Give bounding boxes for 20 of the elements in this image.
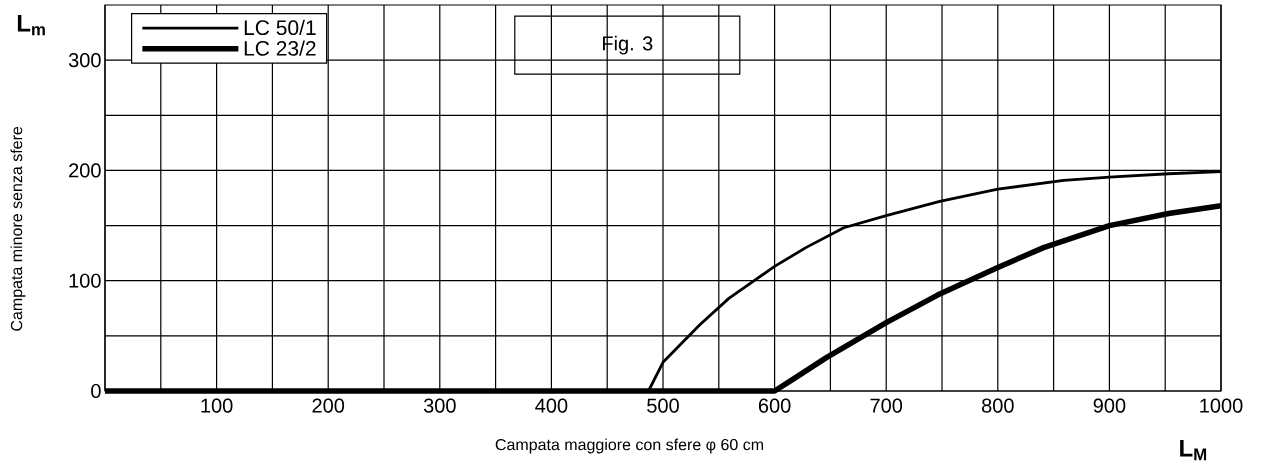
x-tick-label: 600 xyxy=(758,398,791,413)
y-tick-label: 0 xyxy=(91,383,101,399)
x-tick-label: 800 xyxy=(982,398,1014,413)
x-axis-title: Campata maggiore con sfere φ 60 cm xyxy=(495,438,764,454)
x-tick-label: 1000 xyxy=(1200,398,1243,413)
text: L$_{m}$ xyxy=(17,14,45,36)
x-tick-label: 200 xyxy=(312,398,345,413)
x-tick-label: 700 xyxy=(870,398,903,413)
x-tick-label: 100 xyxy=(201,398,233,413)
x-tick-label: 300 xyxy=(423,398,456,413)
text: L$_{M}$ xyxy=(1180,439,1207,461)
x-tick-label: 500 xyxy=(647,398,679,413)
x-tick-label: 900 xyxy=(1093,398,1126,413)
x-tick-label: 400 xyxy=(535,398,568,413)
y-axis-title: Campata minore senza sfere xyxy=(10,126,26,331)
legend-label: LC 23/2 xyxy=(244,40,316,56)
y-tick-label: 200 xyxy=(69,163,101,178)
y-tick-label: 300 xyxy=(68,53,101,68)
legend-label: LC 50/1 xyxy=(244,19,316,36)
y-tick-label: 100 xyxy=(69,273,101,288)
